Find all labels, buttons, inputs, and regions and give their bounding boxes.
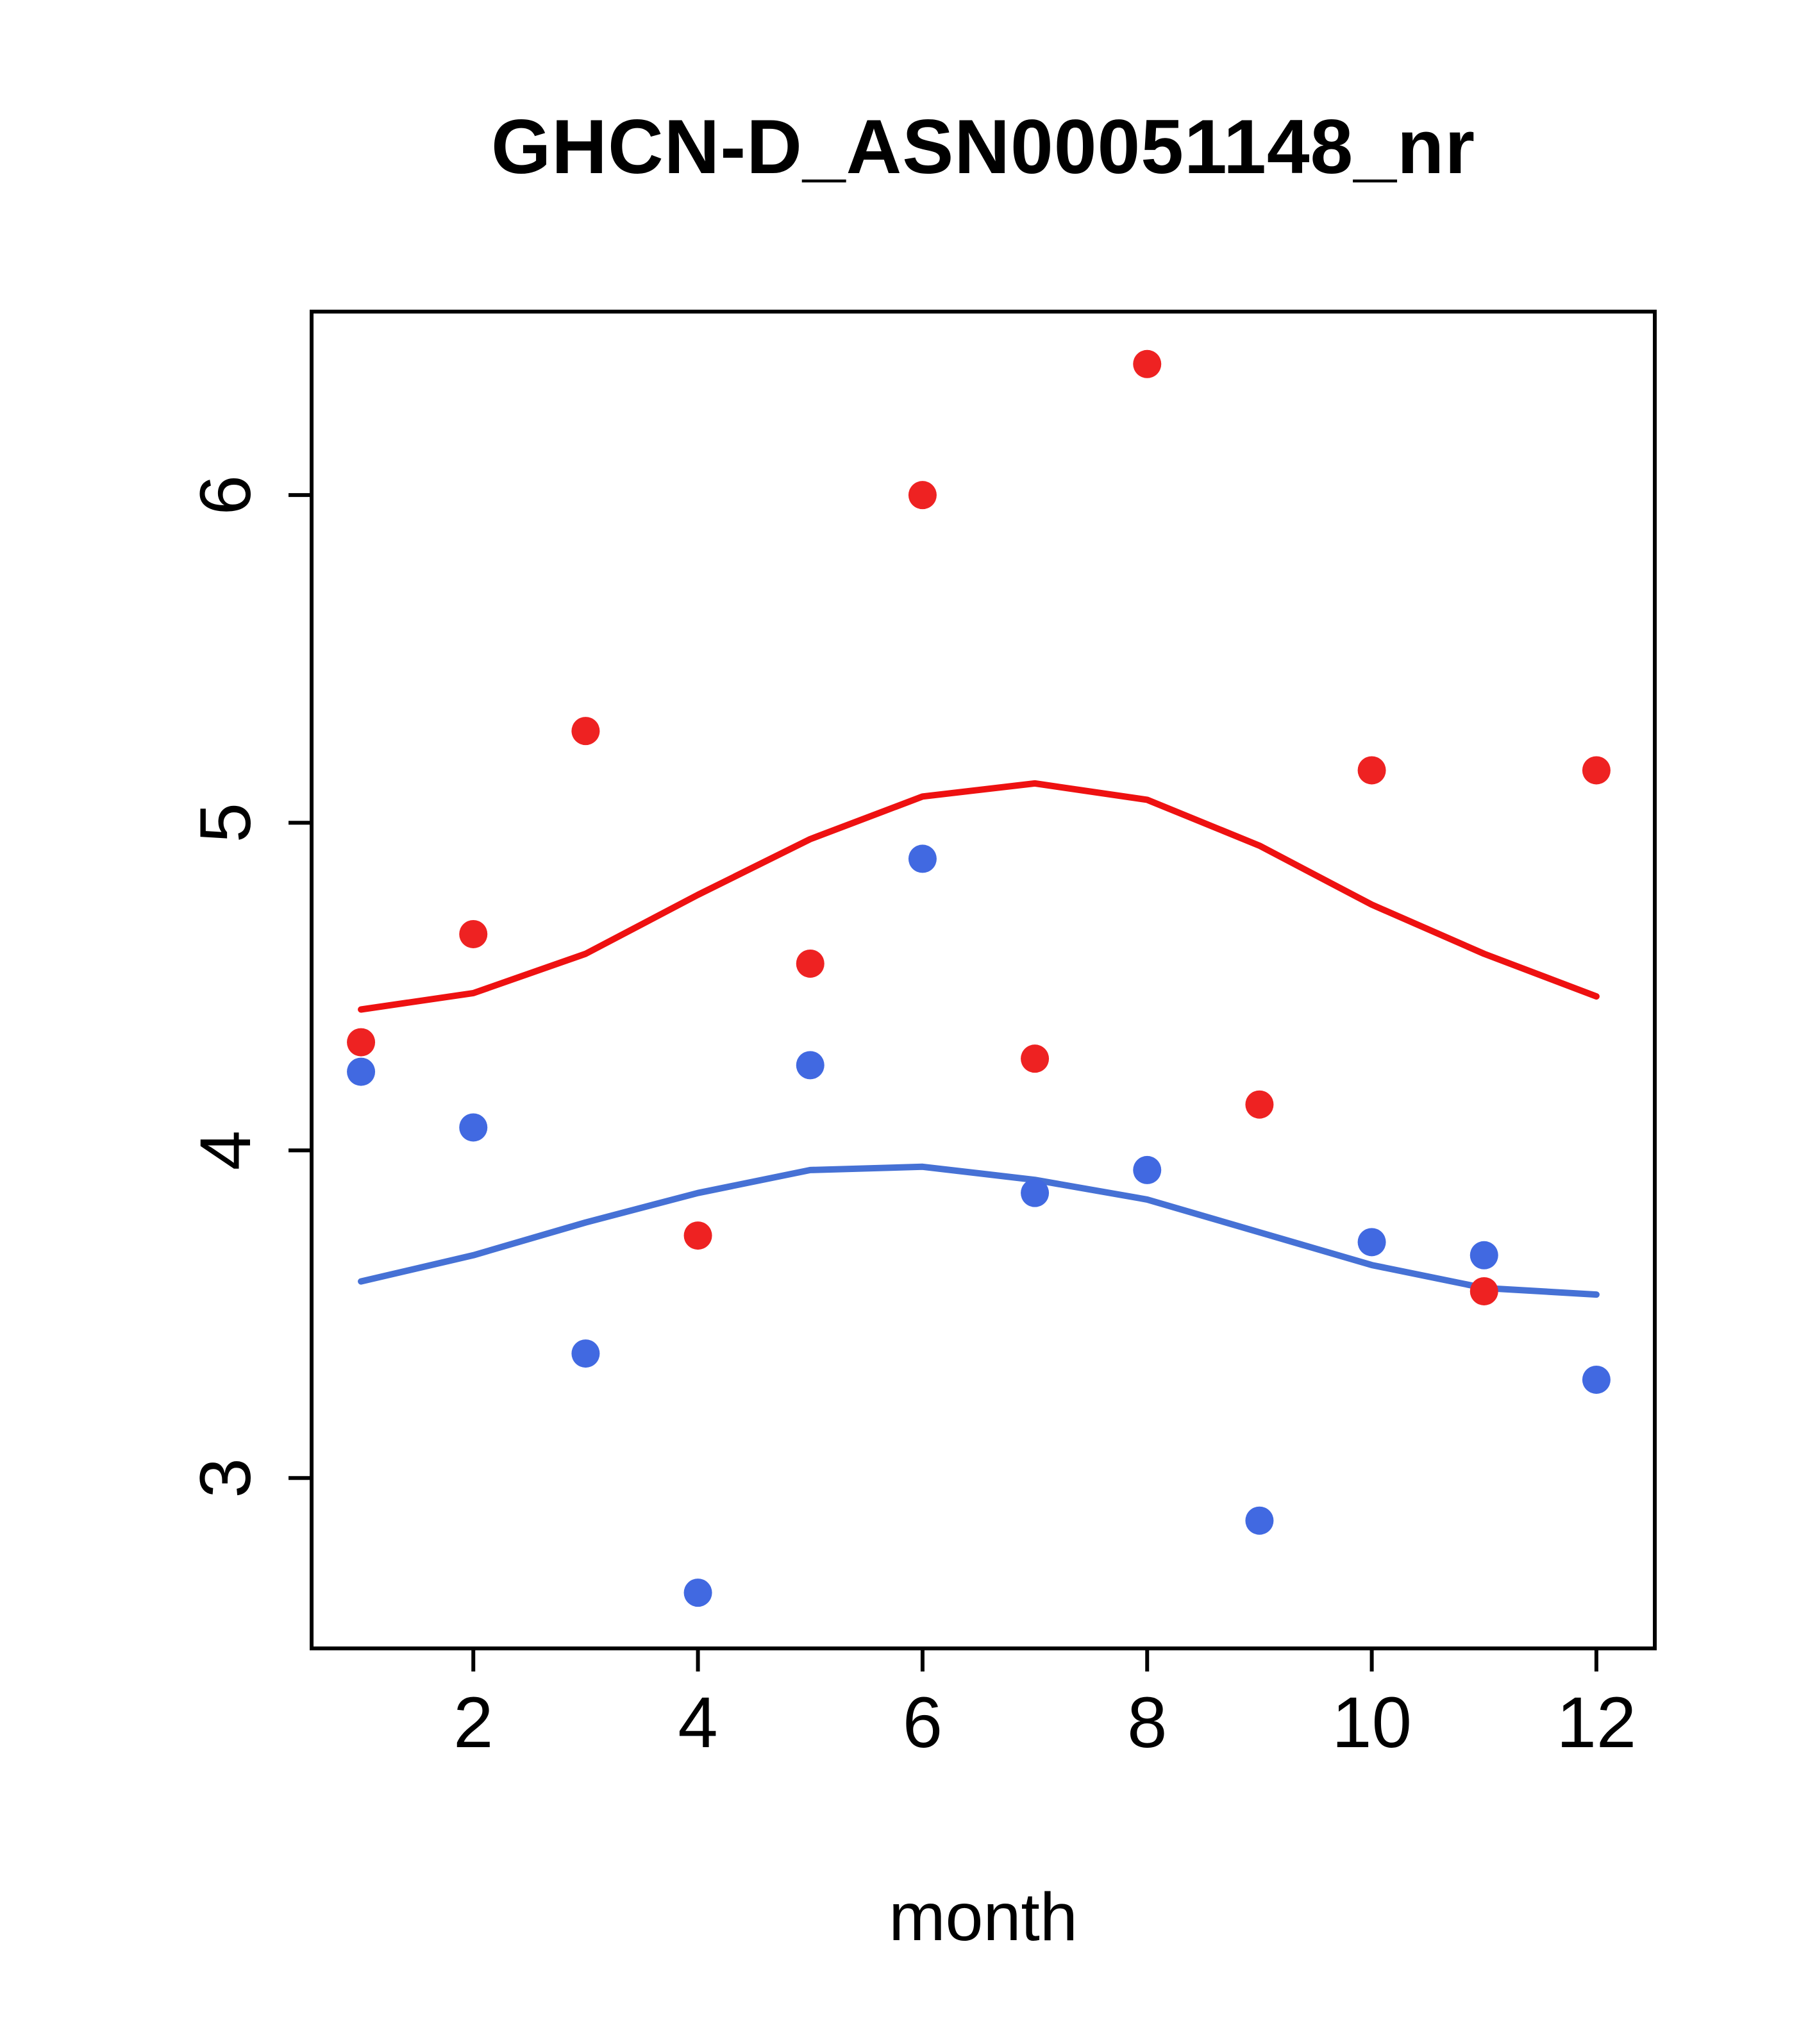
blue-point [1245, 1506, 1274, 1535]
x-tick-label: 12 [1557, 1682, 1637, 1763]
red-point [1357, 756, 1386, 785]
blue-point [908, 844, 937, 873]
red-point [1021, 1044, 1050, 1073]
blue-point [459, 1113, 488, 1142]
x-tick-label: 10 [1332, 1682, 1412, 1763]
y-tick-label: 6 [185, 475, 265, 515]
red-smooth-line [358, 780, 1600, 1013]
x-tick-label: 6 [903, 1682, 942, 1763]
red-point [1582, 756, 1611, 785]
red-point [908, 481, 937, 510]
red-point [571, 717, 600, 746]
blue-point [347, 1057, 376, 1086]
blue-point [1021, 1178, 1050, 1207]
red-point [1245, 1090, 1274, 1119]
blue-point [1470, 1241, 1498, 1269]
blue-point [571, 1339, 600, 1368]
x-tick-label: 2 [453, 1682, 493, 1763]
red-point [1133, 349, 1162, 378]
x-axis-label: month [889, 1879, 1078, 1955]
blue-point [1133, 1155, 1162, 1184]
blue-point [683, 1579, 712, 1607]
blue-smooth-line [358, 1163, 1600, 1298]
chart-title: GHCN-D_ASN00051148_nr [490, 104, 1476, 190]
red-point [459, 919, 488, 948]
blue-point [796, 1051, 825, 1080]
red-point [796, 949, 825, 978]
red-point [1470, 1277, 1498, 1305]
y-tick-label: 5 [185, 803, 265, 842]
plot-border [310, 310, 1657, 1650]
red-point [683, 1221, 712, 1250]
x-tick-label: 8 [1127, 1682, 1167, 1763]
blue-point [1582, 1365, 1611, 1394]
blue-point [1357, 1228, 1386, 1257]
y-tick-label: 4 [185, 1130, 265, 1170]
x-tick-label: 4 [678, 1682, 717, 1763]
y-tick-label: 3 [185, 1458, 265, 1498]
red-point [347, 1028, 376, 1057]
